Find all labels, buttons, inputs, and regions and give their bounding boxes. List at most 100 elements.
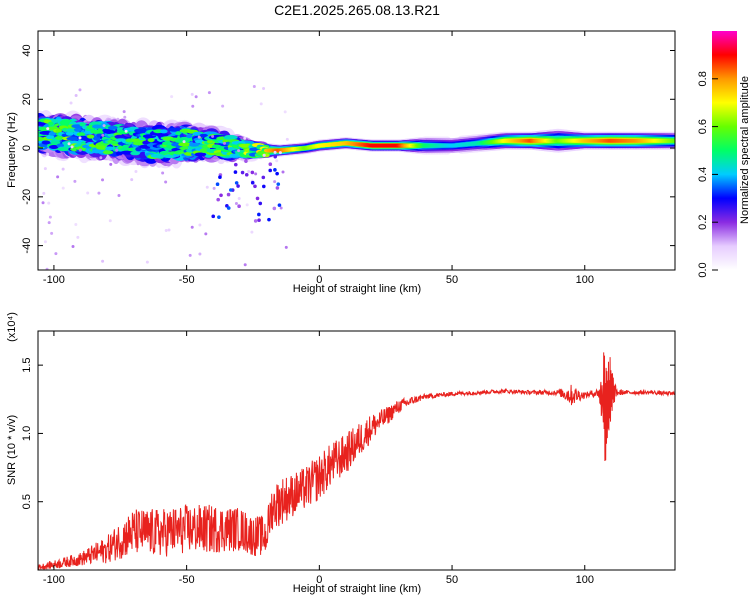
- heatmap-cell: [273, 180, 277, 184]
- spectrogram-y-tick-label: 20: [21, 93, 33, 105]
- heatmap-cell: [192, 131, 202, 136]
- heatmap-cell: [243, 136, 247, 140]
- spectrogram-heatmap: [38, 85, 675, 270]
- colorbar-tick-label: 0.4: [697, 167, 709, 182]
- heatmap-cell: [250, 230, 254, 234]
- heatmap-cell: [244, 172, 249, 177]
- heatmap-cell: [70, 145, 74, 149]
- heatmap-cell: [275, 186, 280, 190]
- heatmap-cell: [188, 142, 200, 147]
- heatmap-cell: [190, 92, 194, 96]
- snr-x-tick-label: 0: [316, 574, 322, 586]
- heatmap-cell: [76, 132, 86, 137]
- spectrogram-y-label: Frequency (Hz): [6, 112, 18, 188]
- heatmap-cell: [50, 231, 54, 235]
- heatmap-cell: [273, 150, 277, 154]
- heatmap-cell: [115, 148, 119, 152]
- spectrogram-x-tick-label: -50: [179, 274, 195, 286]
- spectrogram-frame: [37, 30, 676, 271]
- heatmap-cell: [78, 148, 82, 152]
- snr-series-line: [38, 352, 675, 570]
- heatmap-cell: [262, 153, 266, 157]
- heatmap-cell: [155, 132, 169, 137]
- heatmap-cell: [247, 169, 251, 173]
- heatmap-cell: [71, 244, 75, 248]
- heatmap-cell: [54, 252, 58, 256]
- heatmap-cell: [253, 184, 257, 189]
- heatmap-cell: [255, 196, 260, 201]
- heatmap-cell: [250, 180, 255, 185]
- colorbar: 0.0 0.2 0.4 0.6 0.8 Normalized spectral ampl…: [697, 31, 750, 278]
- spectrogram-x-tick-label: -100: [43, 274, 65, 286]
- heatmap-cell: [212, 186, 216, 190]
- heatmap-cell: [229, 188, 233, 192]
- heatmap-cell: [245, 203, 249, 207]
- heatmap-cell: [61, 186, 65, 190]
- chart-title: C2E1.2025.265.08.13.R21: [274, 2, 440, 18]
- snr-x-ticks: -100 -50 0 50 100: [43, 331, 594, 586]
- heatmap-cell: [90, 129, 104, 134]
- heatmap-cell: [142, 140, 151, 145]
- heatmap-cell: [159, 129, 168, 134]
- heatmap-cell: [76, 235, 80, 239]
- heatmap-cell: [109, 162, 113, 166]
- heatmap-cell: [102, 150, 114, 155]
- heatmap-cell: [191, 104, 195, 108]
- heatmap-cell: [116, 117, 120, 121]
- heatmap-cell: [219, 193, 223, 198]
- heatmap-cell: [268, 162, 273, 167]
- heatmap-cell: [108, 219, 112, 223]
- heatmap-cell: [284, 245, 288, 249]
- heatmap-cell: [123, 115, 127, 119]
- heatmap-cell: [164, 180, 168, 184]
- heatmap-cell: [73, 179, 77, 183]
- colorbar-ticks: 0.0 0.2 0.4 0.6 0.8: [697, 71, 718, 278]
- heatmap-cell: [167, 127, 182, 132]
- heatmap-cell: [65, 131, 74, 136]
- spectrogram-y-tick-label: 0: [21, 145, 33, 151]
- heatmap-cell: [38, 121, 46, 126]
- heatmap-cell: [69, 101, 73, 105]
- heatmap-cell: [258, 201, 263, 206]
- heatmap-cell: [281, 170, 285, 174]
- heatmap-cell: [194, 95, 198, 99]
- spectrogram-x-label: Height of straight line (km): [293, 283, 421, 295]
- spectrogram-x-ticks: -100 -50 0 50 100: [43, 31, 594, 286]
- heatmap-cell: [95, 145, 108, 150]
- heatmap-cell: [205, 185, 209, 189]
- heatmap-cell: [178, 142, 191, 147]
- heatmap-cell: [91, 149, 106, 154]
- heatmap-cell: [101, 133, 105, 137]
- heatmap-cell: [207, 91, 211, 95]
- heatmap-cell: [238, 143, 252, 148]
- heatmap-cell: [136, 162, 140, 166]
- heatmap-cell: [254, 172, 258, 176]
- heatmap-cell: [194, 152, 207, 157]
- heatmap-cell: [275, 159, 279, 163]
- heatmap-cell: [101, 178, 105, 182]
- colorbar-gradient-bar: [712, 31, 737, 270]
- heatmap-cell: [130, 178, 134, 182]
- heatmap-cell: [46, 127, 50, 131]
- heatmap-cell: [197, 135, 201, 139]
- heatmap-cell: [135, 147, 142, 152]
- heatmap-cell: [259, 102, 263, 106]
- heatmap-cell: [101, 259, 105, 263]
- heatmap-cell: [114, 134, 124, 139]
- heatmap-cell: [182, 140, 186, 144]
- heatmap-cell: [179, 136, 190, 141]
- heatmap-cell: [252, 85, 256, 89]
- heatmap-cell: [257, 218, 261, 222]
- heatmap-cell: [86, 191, 90, 195]
- heatmap-cell: [237, 197, 241, 201]
- heatmap-cell: [190, 225, 194, 229]
- heatmap-cell: [102, 118, 106, 122]
- heatmap-cell: [237, 204, 241, 209]
- heatmap-cell: [74, 93, 78, 97]
- heatmap-cell: [188, 253, 192, 257]
- spectrogram-x-tick-label: 50: [446, 274, 458, 286]
- heatmap-cell: [47, 201, 51, 205]
- heatmap-cell: [86, 134, 95, 139]
- heatmap-cell: [47, 121, 54, 126]
